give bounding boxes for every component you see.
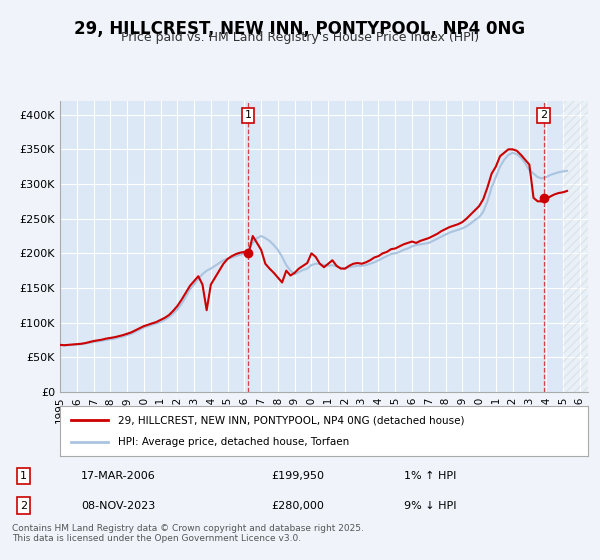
Text: 1: 1 [20, 471, 27, 481]
Text: 17-MAR-2006: 17-MAR-2006 [81, 471, 156, 481]
Text: 9% ↓ HPI: 9% ↓ HPI [404, 501, 456, 511]
Text: 2: 2 [20, 501, 27, 511]
Bar [563, 101, 588, 392]
Text: 1% ↑ HPI: 1% ↑ HPI [404, 471, 456, 481]
Text: 29, HILLCREST, NEW INN, PONTYPOOL, NP4 0NG: 29, HILLCREST, NEW INN, PONTYPOOL, NP4 0… [74, 20, 526, 38]
Text: HPI: Average price, detached house, Torfaen: HPI: Average price, detached house, Torf… [118, 437, 349, 447]
Text: 29, HILLCREST, NEW INN, PONTYPOOL, NP4 0NG (detached house): 29, HILLCREST, NEW INN, PONTYPOOL, NP4 0… [118, 415, 464, 425]
Text: 2: 2 [540, 110, 547, 120]
Text: Price paid vs. HM Land Registry's House Price Index (HPI): Price paid vs. HM Land Registry's House … [121, 31, 479, 44]
Text: 1: 1 [244, 110, 251, 120]
Text: 08-NOV-2023: 08-NOV-2023 [81, 501, 155, 511]
Text: £280,000: £280,000 [271, 501, 324, 511]
Text: £199,950: £199,950 [271, 471, 324, 481]
Text: Contains HM Land Registry data © Crown copyright and database right 2025.
This d: Contains HM Land Registry data © Crown c… [12, 524, 364, 543]
